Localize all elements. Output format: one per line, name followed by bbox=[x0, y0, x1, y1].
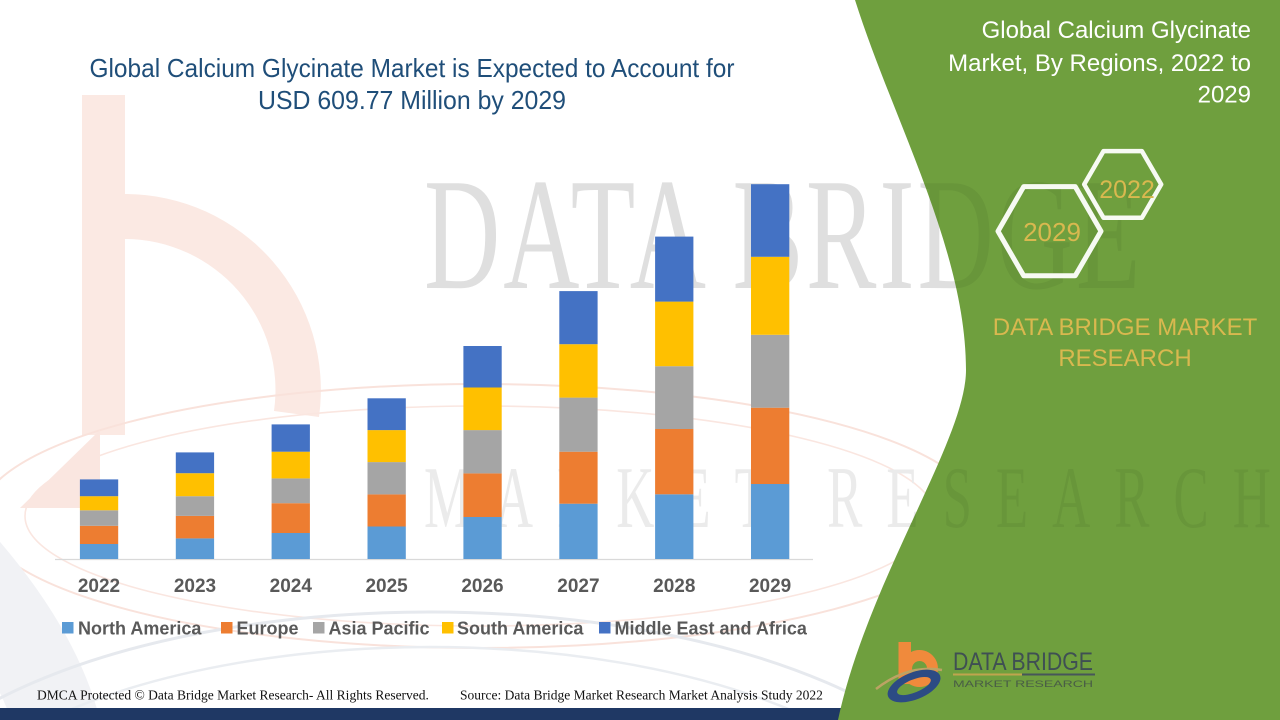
svg-text:2028: 2028 bbox=[653, 576, 695, 597]
svg-text:RESEARCH: RESEARCH bbox=[1058, 345, 1191, 372]
svg-text:2025: 2025 bbox=[365, 576, 408, 597]
svg-text:DATA BRIDGE: DATA BRIDGE bbox=[953, 648, 1093, 676]
svg-text:Global Calcium Glycinate: Global Calcium Glycinate bbox=[982, 17, 1251, 44]
svg-text:North America: North America bbox=[78, 619, 202, 639]
svg-text:Europe: Europe bbox=[237, 619, 299, 639]
svg-text:2029: 2029 bbox=[749, 576, 791, 597]
svg-text:USD 609.77 Million by 2029: USD 609.77 Million by 2029 bbox=[258, 85, 566, 115]
svg-text:2029: 2029 bbox=[1023, 217, 1081, 247]
svg-text:DATA BRIDGE MARKET: DATA BRIDGE MARKET bbox=[993, 314, 1258, 341]
svg-text:Market, By Regions, 2022 to: Market, By Regions, 2022 to bbox=[948, 50, 1251, 77]
svg-text:2027: 2027 bbox=[557, 576, 599, 597]
svg-text:2023: 2023 bbox=[174, 576, 216, 597]
svg-text:MARKET RESEARCH: MARKET RESEARCH bbox=[953, 679, 1093, 689]
svg-text:Asia Pacific: Asia Pacific bbox=[329, 619, 430, 639]
svg-text:2026: 2026 bbox=[461, 576, 503, 597]
svg-text:Source: Data Bridge Market Res: Source: Data Bridge Market Research Mark… bbox=[460, 688, 823, 703]
svg-text:2022: 2022 bbox=[78, 576, 120, 597]
svg-text:DMCA Protected © Data Bridge M: DMCA Protected © Data Bridge Market Rese… bbox=[37, 688, 429, 703]
svg-text:South America: South America bbox=[457, 619, 584, 639]
svg-text:2022: 2022 bbox=[1099, 176, 1155, 204]
svg-text:Middle East and Africa: Middle East and Africa bbox=[615, 619, 808, 639]
svg-text:2024: 2024 bbox=[270, 576, 313, 597]
svg-text:2029: 2029 bbox=[1198, 82, 1251, 109]
svg-text:Global Calcium Glycinate Marke: Global Calcium Glycinate Market is Expec… bbox=[90, 53, 735, 83]
